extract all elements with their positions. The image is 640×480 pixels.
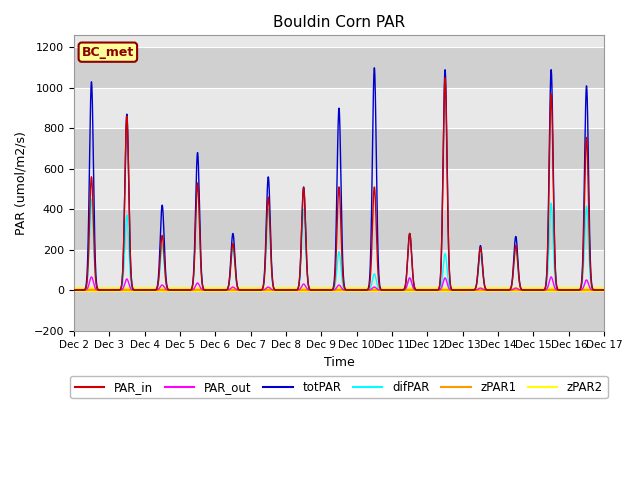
- Bar: [74, 128, 604, 169]
- Bar: [74, 48, 604, 88]
- Text: BC_met: BC_met: [82, 46, 134, 59]
- Y-axis label: PAR (umol/m2/s): PAR (umol/m2/s): [15, 131, 28, 235]
- Bar: [74, 250, 604, 290]
- Legend: PAR_in, PAR_out, totPAR, difPAR, zPAR1, zPAR2: PAR_in, PAR_out, totPAR, difPAR, zPAR1, …: [70, 376, 608, 398]
- Bar: [74, 209, 604, 250]
- Bar: [74, 88, 604, 128]
- X-axis label: Time: Time: [324, 356, 355, 369]
- Bar: [74, 290, 604, 331]
- Bar: [74, 169, 604, 209]
- Title: Bouldin Corn PAR: Bouldin Corn PAR: [273, 15, 405, 30]
